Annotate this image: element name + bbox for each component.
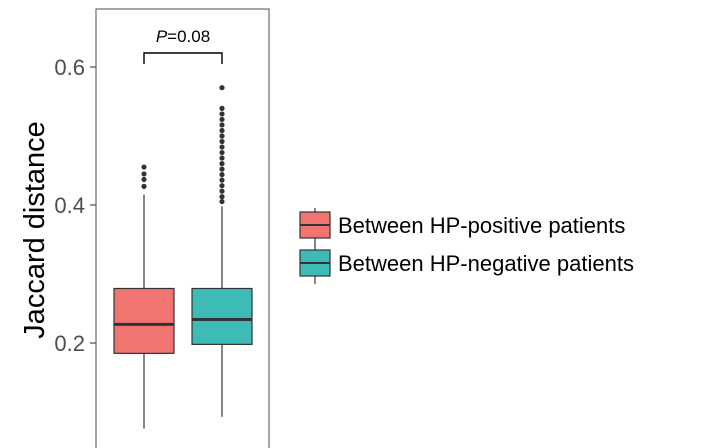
significance-bracket (143, 52, 223, 64)
y-tick-label: 0.2 (54, 331, 85, 356)
p-value-annotation: P=0.08 (156, 27, 210, 46)
legend-label: Between HP-negative patients (338, 251, 634, 276)
outlier-point (219, 183, 225, 189)
outlier-point (141, 164, 147, 170)
box-1 (113, 164, 175, 429)
p-value-text: =0.08 (167, 27, 210, 46)
outlier-point (219, 144, 225, 150)
boxes (113, 85, 253, 429)
y-tick-label: 0.4 (54, 193, 85, 218)
outlier-point (219, 85, 225, 91)
box-body (113, 287, 175, 354)
outlier-point (219, 133, 225, 139)
p-value-prefix: P (156, 27, 168, 46)
y-tick-label: 0.6 (54, 55, 85, 80)
outlier-point (219, 105, 225, 111)
outlier-point (219, 161, 225, 167)
legend: Between HP-positive patients Between HP-n… (299, 208, 634, 284)
y-axis-label: Jaccard distance (19, 121, 51, 339)
box-body (191, 287, 253, 345)
outlier-point (219, 138, 225, 145)
outlier-point (219, 116, 225, 123)
outlier-point (219, 127, 225, 134)
legend-item-1: Between HP-positive patients (299, 208, 625, 246)
outlier-point (219, 155, 225, 161)
outlier-point (219, 177, 225, 183)
outlier-point (219, 166, 225, 172)
outlier-point (219, 122, 225, 128)
box-2 (191, 85, 253, 417)
y-axis-ticks: 0.2 0.4 0.6 (54, 55, 96, 356)
outlier-point (219, 198, 225, 205)
legend-item-2: Between HP-negative patients (299, 246, 634, 284)
outlier-point (219, 149, 225, 156)
outlier-point (219, 194, 225, 200)
outlier-point (141, 183, 147, 189)
outlier-point (219, 188, 225, 194)
legend-label: Between HP-positive patients (338, 213, 625, 238)
outlier-point (141, 171, 147, 177)
outlier-point (219, 111, 225, 117)
outlier-point (219, 172, 225, 178)
outlier-point (141, 176, 147, 183)
plot-panel (95, 8, 270, 448)
